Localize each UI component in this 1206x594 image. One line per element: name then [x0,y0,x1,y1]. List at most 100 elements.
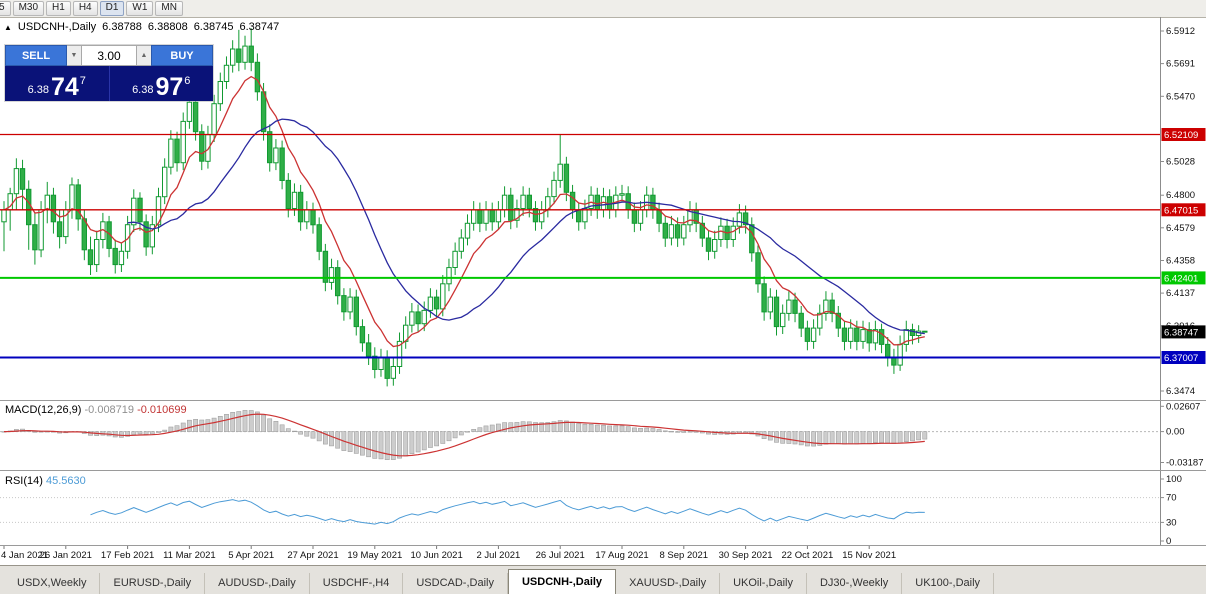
candle-body [248,45,254,63]
macd-histogram-bar [823,431,829,445]
chart-tab-xauusd-daily[interactable]: XAUUSD-,Daily [616,573,721,594]
price-tick-label: 6.5028 [1166,157,1195,168]
date-label: 30 Sep 2021 [719,550,773,561]
macd-histogram-bar [786,431,792,444]
info-symbol: USDCNH-,Daily [17,21,97,33]
candle-body [508,194,514,221]
candle-body [242,45,248,63]
candle-body [761,283,767,313]
macd-histogram-bar [619,425,625,432]
candle-body [742,212,749,226]
chart-tab-eurusd-daily[interactable]: EURUSD-,Daily [100,573,206,594]
candle-body [860,329,866,342]
timeframe-button-w1[interactable]: W1 [126,1,154,16]
chart-tab-usdchf-h4[interactable]: USDCHF-,H4 [310,573,404,594]
rsi-value: 45.5630 [45,475,86,487]
macd-histogram-bar [588,423,594,432]
volume-input[interactable] [81,45,137,66]
macd-histogram-bar [273,420,279,432]
candle-body [254,61,261,93]
macd-histogram-bar [477,427,483,432]
candle-body [1,209,7,223]
bid-price[interactable]: 6.38 74 7 [5,66,109,101]
candle-body [297,191,304,223]
macd-histogram-bar [180,422,186,432]
candle-body [118,250,125,266]
candle-body [576,209,582,223]
macd-histogram-bar [656,429,662,432]
info-open: 6.38788 [102,21,142,33]
candle-body [341,295,347,313]
chart-tab-usdx-weekly[interactable]: USDX,Weekly [4,573,101,594]
ask-price[interactable]: 6.38 97 6 [108,66,214,101]
macd-histogram-bar [187,419,192,432]
volume-increase-button[interactable]: ▲ [137,45,151,66]
date-label: 22 Oct 2021 [782,550,834,561]
timeframe-button-d1[interactable]: D1 [99,1,125,16]
timeframe-button-h4[interactable]: H4 [72,1,98,16]
macd-histogram-bar [322,431,328,445]
timeframe-button-h1[interactable]: H1 [46,1,71,16]
macd-histogram-bar [446,431,452,442]
price-line-badge-label: 6.37007 [1164,353,1198,364]
candle-body [50,194,57,223]
volume-decrease-button[interactable]: ▼ [67,45,81,66]
chart-tab-audusd-daily[interactable]: AUDUSD-,Daily [205,573,310,594]
macd-histogram-bar [675,431,680,433]
candle-body [223,64,230,82]
timeframe-button-mn[interactable]: MN [155,1,183,16]
macd-histogram-bar [842,431,847,445]
candle-body [452,250,458,269]
buy-button[interactable]: BUY [151,45,213,66]
candle-body [712,239,718,252]
macd-histogram-bar [792,431,798,445]
price-line-badge [1161,271,1206,285]
candle-body [155,196,162,226]
candle-body [279,147,285,181]
timeframe-button-5[interactable]: 5 [0,1,11,16]
timeframe-button-m30[interactable]: M30 [12,1,45,16]
macd-histogram-bar [119,431,124,438]
candle-body [885,343,891,359]
candle-body [310,209,316,226]
date-label: 17 Feb 2021 [101,550,154,561]
candle-body [353,296,360,328]
panel-frame [0,17,1206,546]
sell-button[interactable]: SELL [5,45,67,66]
chart-tab-uk100-daily[interactable]: UK100-,Daily [902,573,995,594]
macd-histogram-bar [137,431,143,435]
macd-histogram-bar [835,431,841,445]
chart-tab-usdcnh-daily[interactable]: USDCNH-,Daily [507,569,617,594]
macd-histogram-bar [557,420,563,432]
date-label: 8 Sep 2021 [659,550,708,561]
chart-tab-dj30-weekly[interactable]: DJ30-,Weekly [807,573,903,594]
candle-body [705,237,712,252]
expand-arrow-icon[interactable]: ▲ [4,22,12,32]
price-tick-label: 6.5691 [1166,59,1195,70]
candle-body [415,311,421,325]
candle-body [230,48,236,66]
macd-histogram-bar [403,431,409,457]
macd-histogram-bar [879,431,884,444]
macd-histogram-bar [224,413,229,432]
macd-histogram-bar [205,419,211,432]
candle-body [817,312,823,329]
macd-histogram-bar [817,431,823,446]
candle-body [75,184,81,220]
chart-tab-usdcad-daily[interactable]: USDCAD-,Daily [403,573,508,594]
candle-body [390,366,397,379]
price-line-badge [1161,203,1206,217]
candle-body [192,101,199,133]
macd-histogram-bar [261,414,266,432]
macd-histogram-bar [310,431,316,439]
price-axis[interactable]: 6.5912 6.5691 6.5470 6.5028 6.4800 6.4579 6.43… [1160,26,1206,397]
horizontal-lines-group[interactable] [0,133,1160,359]
candle-body [131,197,137,226]
candle-body [891,357,897,366]
chart-tab-ukoil-daily[interactable]: UKOil-,Daily [720,573,807,594]
macd-histogram-bar [638,427,643,432]
candle-body [236,48,242,63]
macd-histogram-bar [897,431,903,444]
macd-histogram-bar [236,411,242,432]
